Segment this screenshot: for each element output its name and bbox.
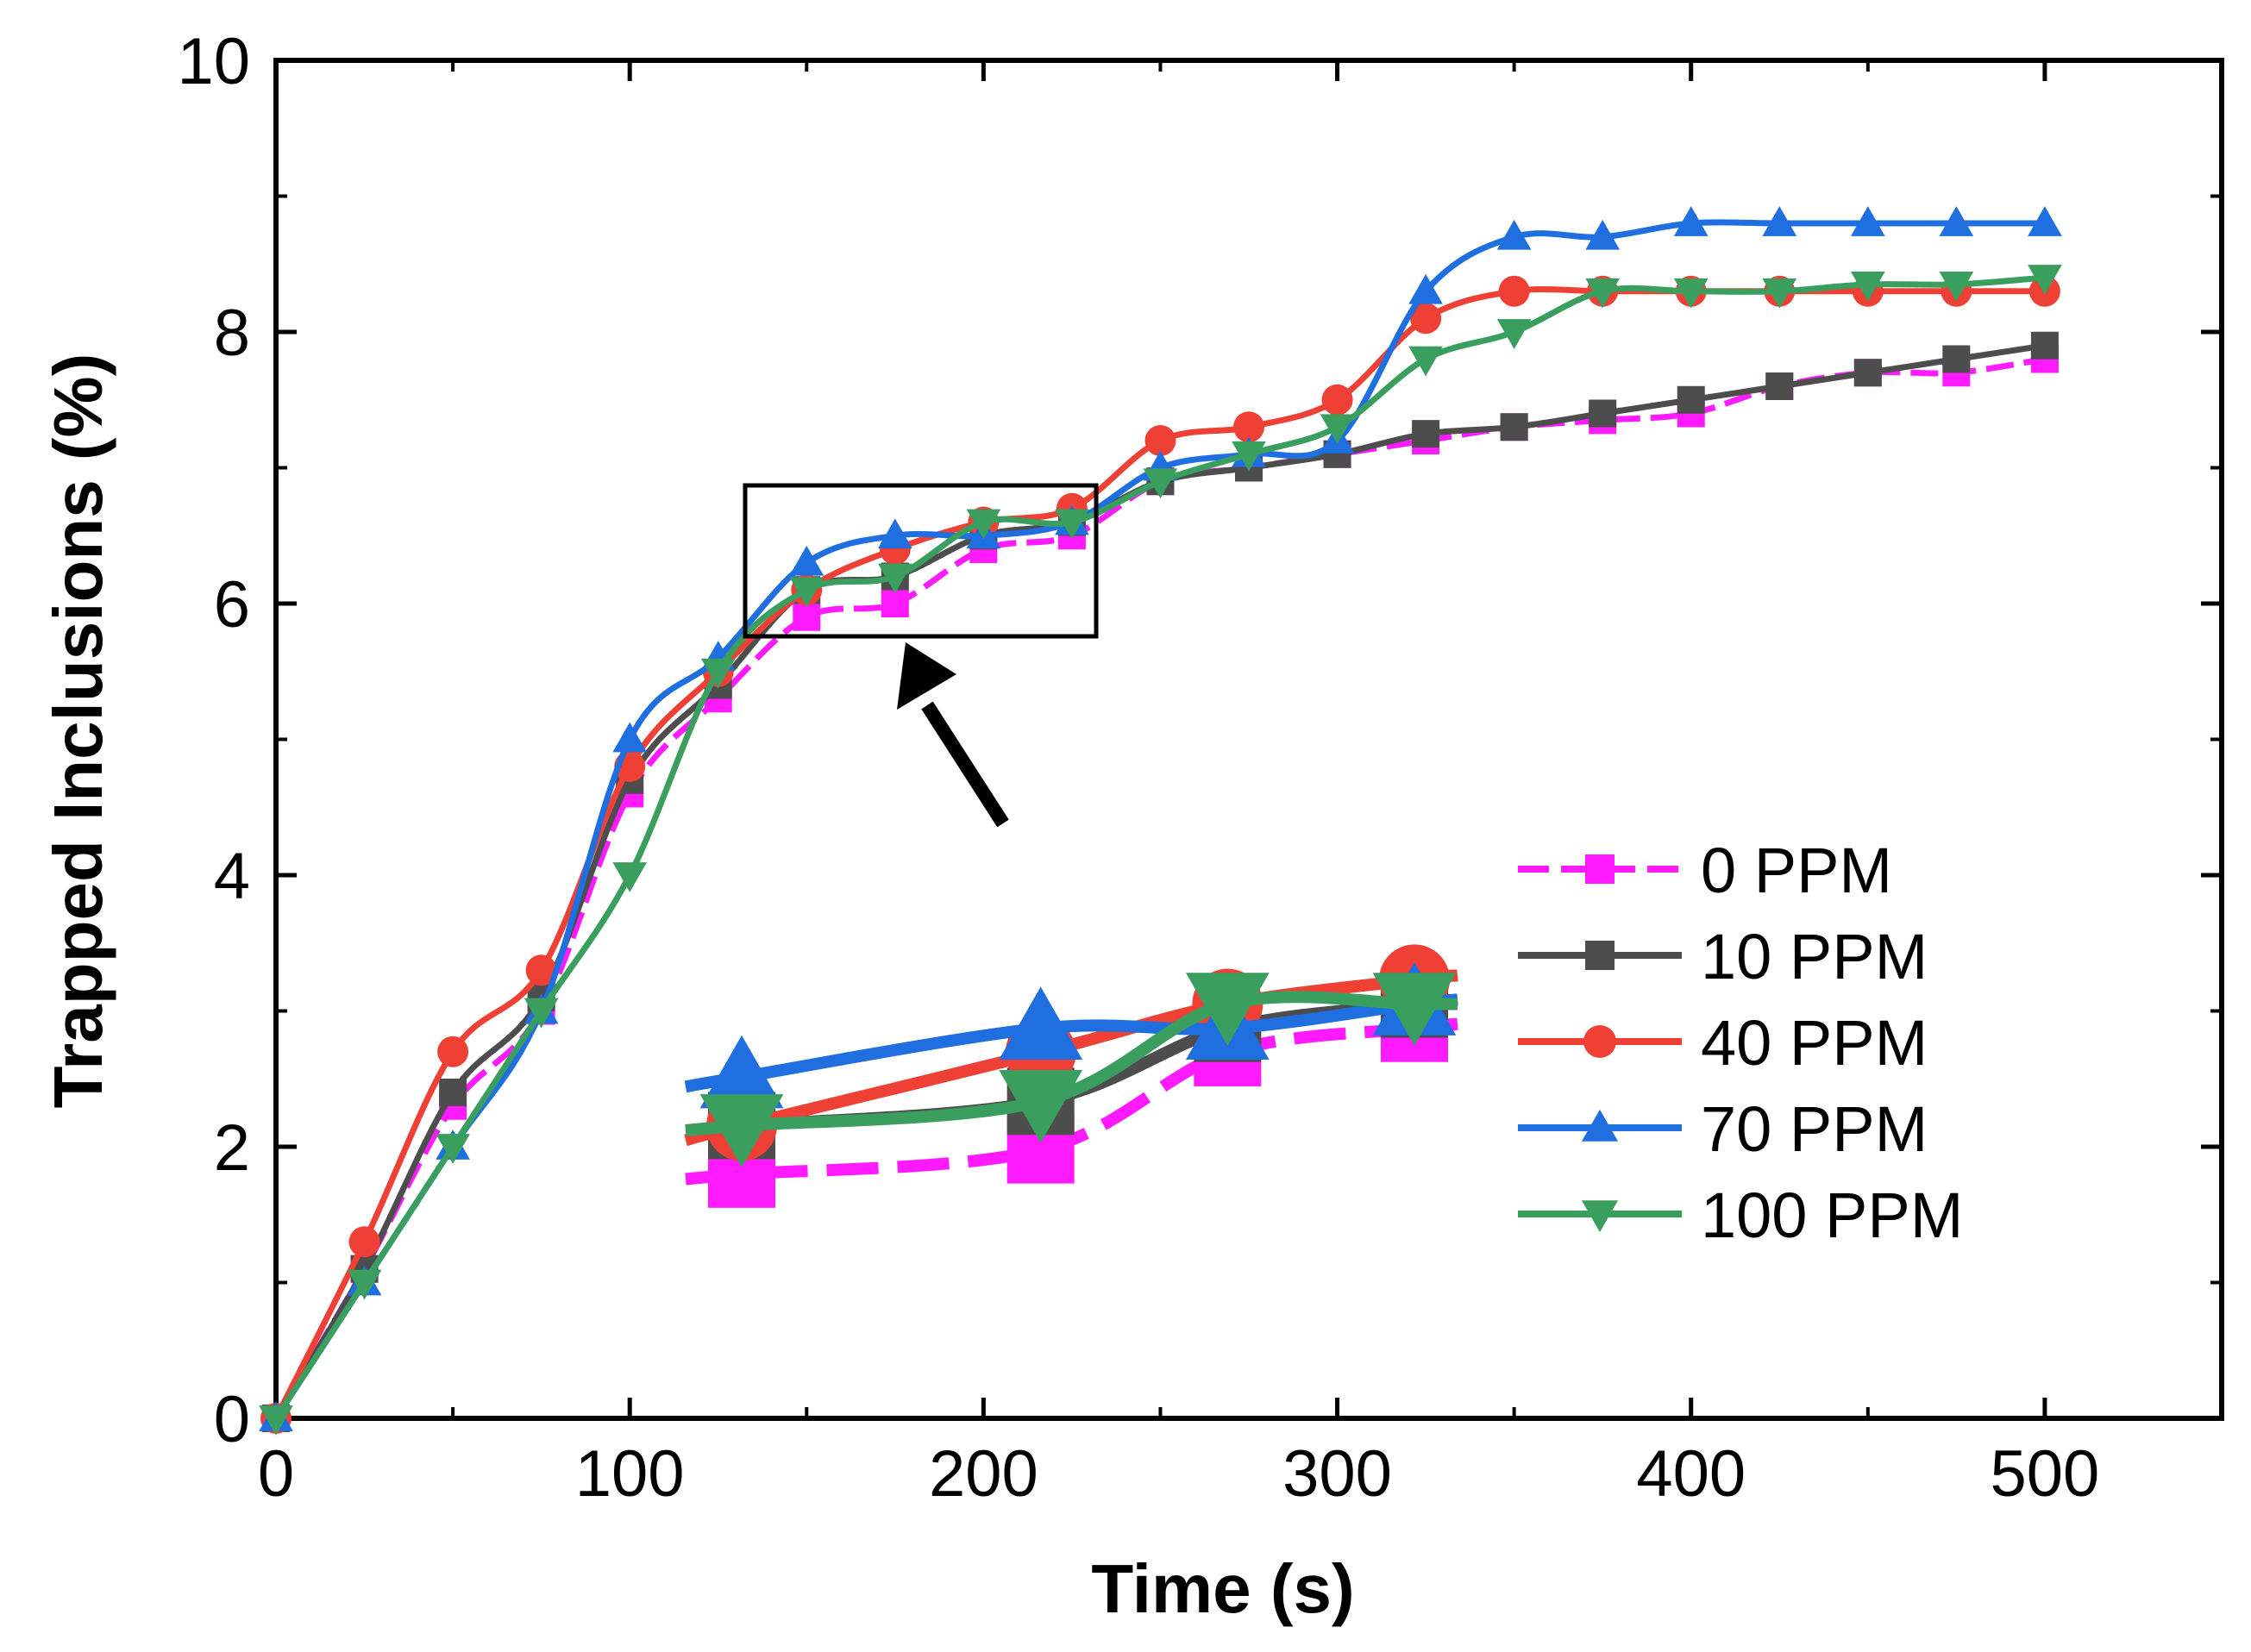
inset-data-point bbox=[699, 1094, 784, 1167]
data-point bbox=[877, 563, 912, 594]
inset-data-point bbox=[999, 986, 1083, 1060]
data-point bbox=[1673, 206, 1709, 236]
data-point bbox=[1498, 275, 1530, 307]
legend-swatch-marker bbox=[1581, 1109, 1619, 1142]
data-point bbox=[1496, 319, 1532, 349]
data-point bbox=[1410, 303, 1442, 335]
y-axis-ticks: 0 2 4 6 8 10 bbox=[177, 25, 2222, 1456]
legend-swatch-marker bbox=[1585, 854, 1615, 884]
data-point bbox=[789, 577, 825, 608]
data-point bbox=[2028, 265, 2062, 295]
data-point bbox=[348, 1226, 380, 1258]
data-point bbox=[1765, 372, 1794, 400]
legend-item: 10 PPM bbox=[1518, 921, 1928, 992]
series-4 bbox=[259, 265, 2062, 1436]
data-point bbox=[1762, 278, 1797, 309]
x-tick-label: 100 bbox=[575, 1437, 685, 1511]
zoom-arrow bbox=[897, 642, 1009, 828]
inset-data-point bbox=[699, 1035, 784, 1109]
legend-label: 40 PPM bbox=[1701, 1007, 1928, 1079]
data-point bbox=[700, 658, 736, 689]
data-point bbox=[1412, 420, 1440, 448]
data-point bbox=[877, 518, 912, 549]
data-point bbox=[1850, 271, 1885, 302]
y-tick-label: 2 bbox=[214, 1111, 250, 1185]
data-point bbox=[1496, 219, 1532, 250]
legend-label: 100 PPM bbox=[1701, 1180, 1963, 1251]
data-point bbox=[881, 590, 909, 617]
zoom-inset bbox=[684, 944, 1458, 1208]
data-point bbox=[1939, 271, 1974, 302]
y-axis-title: Trapped Inclusions (%) bbox=[40, 354, 116, 1109]
legend-label: 70 PPM bbox=[1701, 1093, 1928, 1165]
data-point bbox=[1500, 413, 1528, 441]
data-point bbox=[1939, 206, 1974, 236]
inset-data-point bbox=[999, 1070, 1083, 1143]
data-point bbox=[1232, 441, 1266, 472]
y-tick-label: 6 bbox=[214, 568, 250, 641]
data-point bbox=[1762, 206, 1797, 236]
x-tick-label: 400 bbox=[1636, 1437, 1746, 1511]
legend: 0 PPM 10 PPM 40 PPM 70 PPM 100 PPM bbox=[1518, 835, 1963, 1251]
x-tick-label: 500 bbox=[1991, 1437, 2100, 1511]
data-point bbox=[1673, 278, 1709, 309]
y-tick-label: 4 bbox=[214, 840, 250, 913]
data-point bbox=[1233, 411, 1264, 443]
data-point bbox=[793, 603, 821, 631]
zoom-arrow-head bbox=[897, 642, 956, 710]
legend-swatch-marker bbox=[1581, 1200, 1619, 1233]
series-layer bbox=[259, 206, 2062, 1436]
data-point bbox=[436, 1134, 470, 1164]
data-point bbox=[1589, 399, 1617, 428]
data-point bbox=[1321, 384, 1353, 416]
data-point bbox=[1677, 385, 1705, 414]
legend-label: 10 PPM bbox=[1701, 921, 1928, 992]
data-point bbox=[259, 1405, 293, 1436]
zoom-arrow-shaft bbox=[921, 701, 1009, 828]
legend-label: 0 PPM bbox=[1701, 835, 1892, 906]
inset-series-4 bbox=[685, 973, 1458, 1167]
legend-item: 40 PPM bbox=[1518, 1007, 1928, 1079]
inset-data-point bbox=[1185, 973, 1270, 1046]
data-point bbox=[966, 509, 1001, 540]
data-point bbox=[1144, 425, 1176, 456]
data-point bbox=[1850, 206, 1885, 236]
data-point bbox=[1585, 219, 1621, 250]
data-point bbox=[1408, 273, 1443, 304]
data-point bbox=[2028, 206, 2062, 236]
data-point bbox=[1055, 509, 1089, 540]
data-point bbox=[439, 1079, 467, 1106]
data-point bbox=[1853, 359, 1882, 387]
legend-item: 100 PPM bbox=[1518, 1180, 1963, 1251]
data-point bbox=[437, 1036, 469, 1067]
data-point bbox=[612, 862, 648, 892]
data-point bbox=[1585, 278, 1621, 309]
x-tick-label: 200 bbox=[929, 1437, 1038, 1511]
y-tick-label: 8 bbox=[214, 297, 250, 370]
y-tick-label: 10 bbox=[177, 25, 250, 98]
data-point bbox=[524, 998, 559, 1029]
x-tick-label: 0 bbox=[258, 1437, 294, 1511]
inset-data-point bbox=[1372, 973, 1457, 1046]
legend-item: 70 PPM bbox=[1518, 1093, 1928, 1165]
data-point bbox=[612, 722, 648, 753]
data-point bbox=[347, 1269, 382, 1300]
x-axis-ticks: 0 100 200 300 400 500 bbox=[258, 60, 2099, 1511]
data-point bbox=[1320, 414, 1355, 445]
legend-swatch-marker bbox=[1583, 1025, 1616, 1058]
x-tick-label: 300 bbox=[1282, 1437, 1392, 1511]
legend-swatch-marker bbox=[1585, 941, 1615, 970]
y-tick-label: 0 bbox=[214, 1383, 250, 1456]
data-point bbox=[1408, 346, 1443, 377]
data-point bbox=[525, 954, 557, 986]
data-point bbox=[1143, 468, 1178, 499]
zoom-region-box bbox=[743, 483, 1099, 639]
data-point bbox=[789, 545, 825, 576]
x-axis-title: Time (s) bbox=[1091, 1550, 1354, 1627]
legend-item: 0 PPM bbox=[1518, 835, 1892, 906]
data-point bbox=[2030, 331, 2059, 360]
data-point bbox=[1942, 345, 1971, 373]
